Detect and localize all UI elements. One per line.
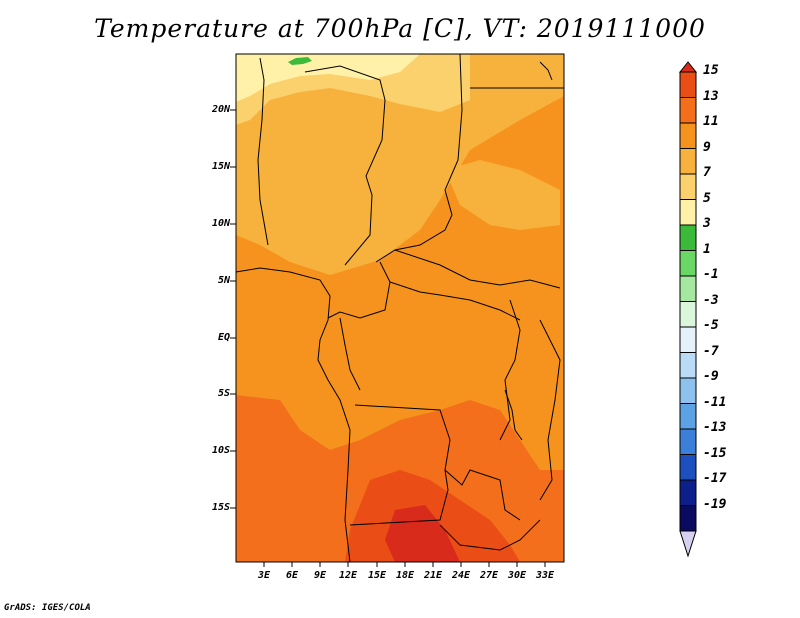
colorbar-box	[679, 377, 697, 404]
colorbar-box	[679, 352, 697, 379]
colorbar-box	[679, 71, 697, 98]
colorbar-box	[679, 173, 697, 200]
colorbar-label: -19	[703, 496, 727, 512]
border-west-1	[257, 57, 269, 246]
colorbar-box	[679, 301, 697, 328]
lon-label-9e: 9E	[313, 570, 327, 581]
field-7-9-east	[445, 160, 560, 230]
grads-credit: GrADS: IGES/COLA	[4, 603, 91, 613]
country-boundaries	[235, 53, 564, 563]
colorbar-label: -9	[703, 369, 719, 384]
colorbar-box	[679, 250, 697, 277]
colorbar-label: -15	[703, 445, 727, 461]
border-gabon	[339, 317, 361, 391]
colorbar-label: -13	[703, 420, 727, 435]
lat-label-eq: EQ	[217, 332, 230, 343]
nile-mark	[539, 61, 553, 81]
colorbar-box	[679, 479, 697, 506]
colorbar-label: -17	[703, 471, 727, 486]
colorbar-box	[679, 454, 697, 481]
lat-ticks	[230, 109, 236, 509]
field-15	[385, 505, 460, 562]
lon-label-27e: 27E	[479, 570, 499, 581]
colorbar-box	[679, 326, 697, 353]
colorbar-box	[679, 275, 697, 302]
lat-label-20n: 20N	[211, 104, 230, 115]
lon-label-12e: 12E	[338, 570, 358, 581]
lon-label-3e: 3E	[257, 570, 271, 581]
lat-label-15s: 15S	[211, 502, 230, 513]
lon-label-33e: 33E	[535, 570, 555, 581]
border-angola-drc	[354, 404, 521, 521]
lake-region-coast	[539, 319, 561, 501]
colorbar-label: 9	[703, 139, 711, 155]
lon-label-15e: 15E	[367, 570, 387, 581]
colorbar-label: 11	[703, 114, 719, 129]
colorbar-top-arrow	[678, 61, 698, 73]
colorbar-label: 5	[703, 190, 711, 206]
map-frame	[235, 53, 565, 563]
colorbar-box	[679, 97, 697, 124]
colorbar-label: -5	[703, 318, 719, 333]
lon-label-21e: 21E	[423, 570, 443, 581]
colorbar-box	[679, 403, 697, 430]
lat-label-10s: 10S	[211, 445, 230, 456]
colorbar-box	[679, 199, 697, 226]
colorbar	[678, 61, 698, 558]
colorbar-box	[679, 428, 697, 455]
colorbar-box	[679, 505, 697, 532]
border-botswana	[439, 519, 541, 551]
border-drc-north	[389, 281, 521, 321]
colorbar-box	[679, 122, 697, 149]
lat-label-15n: 15N	[211, 161, 230, 172]
lon-label-6e: 6E	[285, 570, 299, 581]
colorbar-label: 13	[703, 88, 719, 104]
border-east-drc	[499, 299, 521, 441]
chart-title: Temperature at 700hPa [C], VT: 201911100…	[94, 14, 706, 43]
border-chad	[375, 53, 463, 263]
lat-label-5n: 5N	[217, 275, 230, 286]
colorbar-label: -1	[703, 267, 719, 282]
lon-label-30e: 30E	[507, 570, 527, 581]
lon-label-18e: 18E	[395, 570, 415, 581]
lon-ticks	[263, 562, 546, 567]
field-11-13-sw	[236, 460, 320, 562]
border-cameroon	[327, 261, 391, 319]
colorbar-label: 1	[703, 241, 711, 257]
lake-tanganyika	[504, 389, 523, 441]
colorbar-label: -3	[703, 292, 719, 308]
lon-label-24e: 24E	[451, 570, 471, 581]
colorbar-label: 3	[703, 216, 711, 231]
atlantic-coastline	[235, 267, 351, 563]
colorbar-label: 7	[703, 165, 711, 180]
border-niger	[304, 65, 386, 266]
field-1-3	[288, 57, 312, 65]
colorbar-bottom-arrow	[679, 530, 697, 558]
temperature-field	[236, 54, 564, 562]
colorbar-label: -11	[703, 394, 727, 410]
field-3-5	[236, 54, 420, 102]
lat-label-10n: 10N	[211, 218, 230, 229]
field-7-9-north	[236, 54, 564, 275]
colorbar-box	[679, 224, 697, 251]
colorbar-label: 15	[703, 63, 719, 78]
colorbar-label: -7	[703, 343, 719, 359]
lat-label-5s: 5S	[217, 388, 230, 399]
border-car-south	[394, 249, 561, 289]
border-namibia	[349, 469, 449, 526]
colorbar-box	[679, 148, 697, 175]
